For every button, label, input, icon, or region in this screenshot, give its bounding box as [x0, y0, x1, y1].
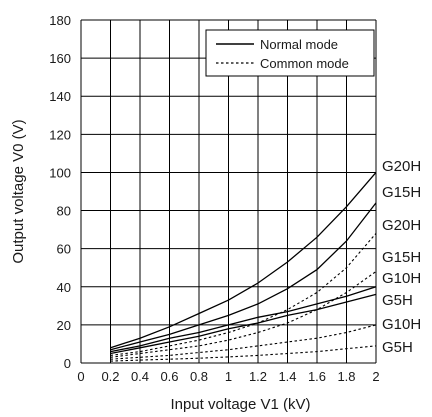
series-label-g20h-common: G20H: [382, 217, 421, 234]
legend: Normal mode Common mode: [205, 29, 375, 77]
series-label-g15h-common: G15H: [382, 249, 421, 266]
x-tick-label: 0: [77, 369, 84, 384]
legend-normal-mode-label: Normal mode: [260, 37, 338, 52]
series-line-g20h-normal: [110, 171, 377, 349]
x-tick-label: 0.6: [160, 369, 178, 384]
y-tick-label: 120: [49, 127, 71, 142]
series-label-g5h-normal: G5H: [382, 292, 413, 309]
series-line-g15h-normal: [110, 202, 377, 351]
y-axis-label: Output voltage V0 (V): [10, 119, 27, 263]
x-tick-label: 1.4: [278, 369, 296, 384]
y-tick-label: 180: [49, 13, 71, 28]
series-label-g10h-common: G10H: [382, 316, 421, 333]
series-line-g5h-common: [110, 345, 377, 362]
x-tick-label: 0.4: [131, 369, 149, 384]
y-tick-label: 60: [57, 242, 71, 257]
x-tick-label: 1.2: [249, 369, 267, 384]
series-line-g10h-normal: [110, 286, 377, 353]
series-layer: [110, 171, 377, 362]
x-tick-labels: 0 0.2 0.4 0.6 0.8 1 1.2 1.4 1.6 1.8 2: [77, 369, 379, 384]
x-tick-label: 2: [372, 369, 379, 384]
series-labels: G20H G15H G10H G5H G20H G15H G10H G5H: [382, 158, 421, 356]
x-tick-label: 0.2: [101, 369, 119, 384]
x-tick-label: 1.8: [337, 369, 355, 384]
y-tick-label: 20: [57, 318, 71, 333]
series-label-g5h-common: G5H: [382, 339, 413, 356]
y-tick-label: 40: [57, 280, 71, 295]
series-line-g10h-common: [110, 324, 377, 360]
series-line-g20h-common: [110, 233, 377, 356]
y-tick-label: 160: [49, 51, 71, 66]
series-label-g10h-normal: G10H: [382, 270, 421, 287]
y-tick-label: 80: [57, 204, 71, 219]
legend-common-mode-label: Common mode: [260, 56, 349, 71]
x-tick-label: 1: [225, 369, 232, 384]
x-tick-label: 1.6: [308, 369, 326, 384]
series-line-g15h-common: [110, 271, 377, 358]
y-tick-label: 100: [49, 165, 71, 180]
x-axis-label: Input voltage V1 (kV): [170, 396, 310, 413]
y-tick-label: 140: [49, 89, 71, 104]
x-tick-label: 0.8: [190, 369, 208, 384]
series-line-g5h-normal: [110, 293, 377, 355]
legend-box: [205, 29, 375, 77]
series-label-g15h-normal: G15H: [382, 184, 421, 201]
series-label-g20h-normal: G20H: [382, 158, 421, 175]
y-tick-labels: 0 20 40 60 80 100 120 140 160 180: [49, 13, 71, 371]
y-tick-label: 0: [64, 356, 71, 371]
